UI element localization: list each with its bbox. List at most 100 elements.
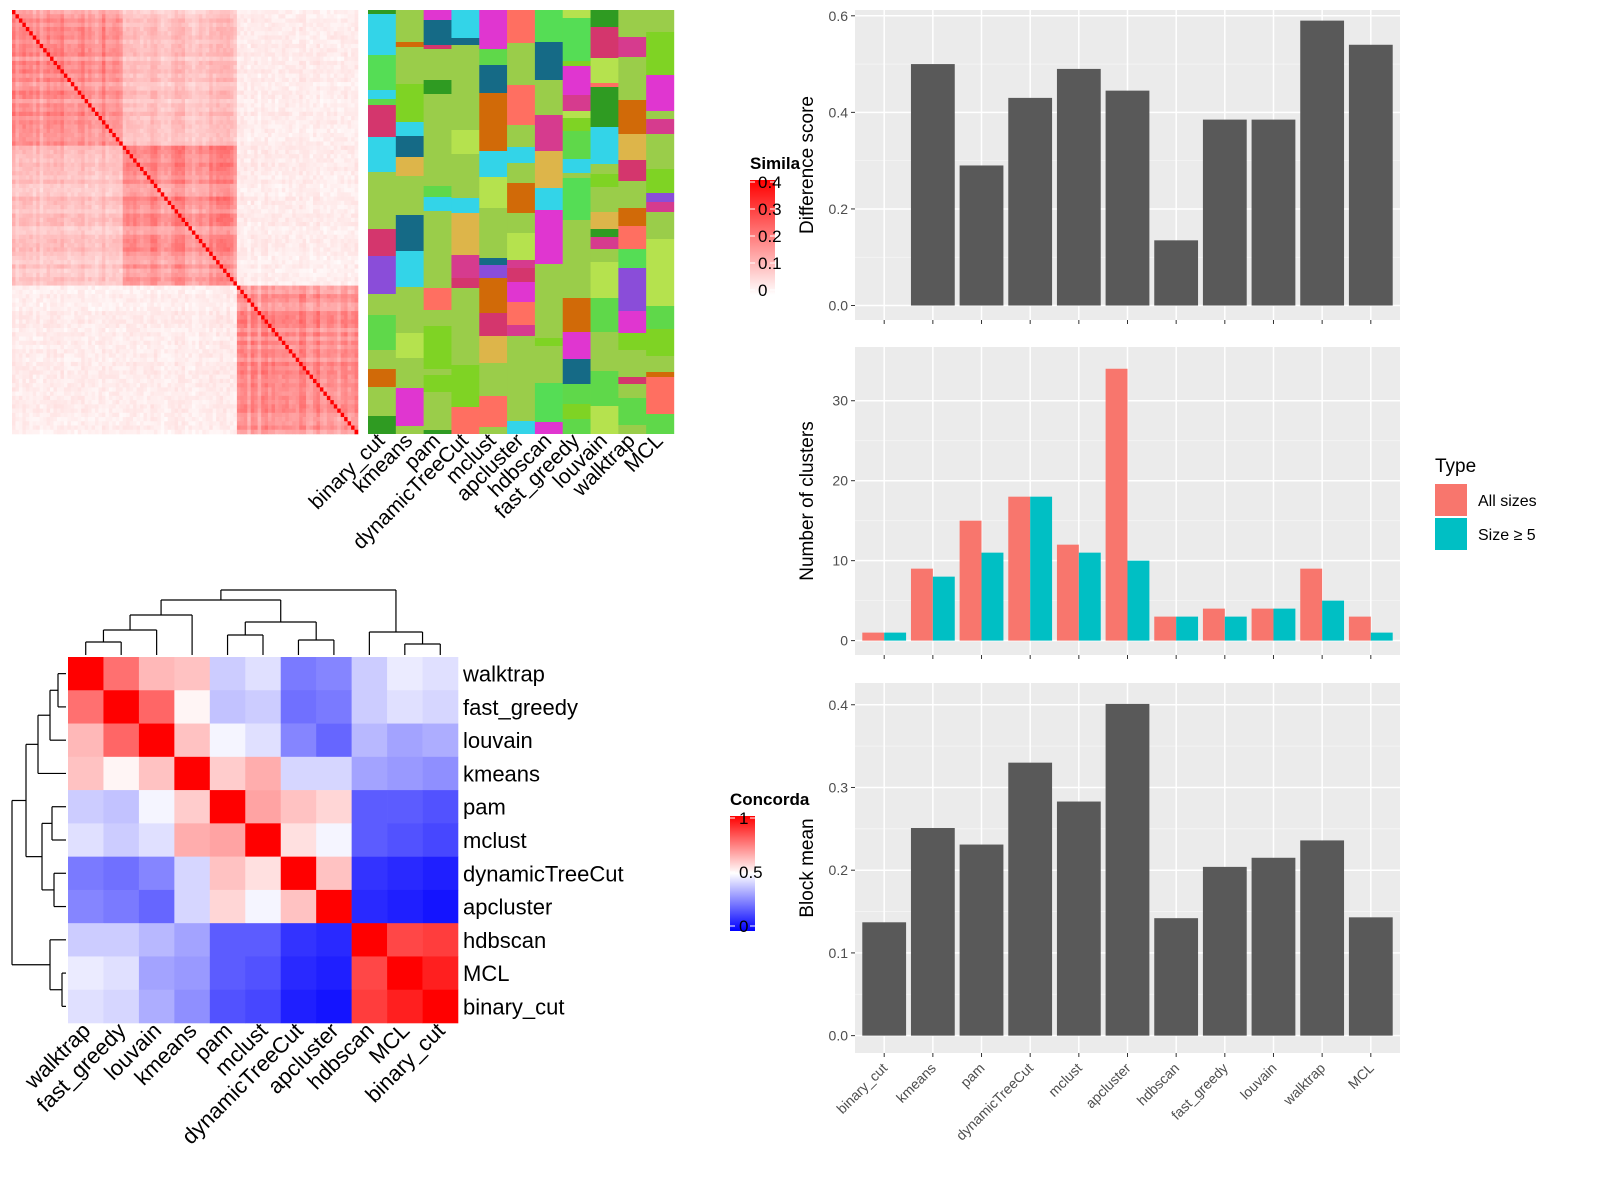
similarity-cell [140,35,144,40]
similarity-cell [351,31,355,36]
similarity-cell [337,48,341,53]
similarity-cell [268,188,272,193]
similarity-cell [101,99,106,104]
similarity-cell [202,137,207,142]
similarity-cell [181,179,186,185]
similarity-cell [333,128,338,134]
similarity-cell [108,120,113,125]
similarity-cell [84,65,89,70]
similarity-cell [15,43,20,49]
similarity-cell [236,90,241,96]
similarity-cell [122,200,127,206]
similarity-cell [333,196,338,202]
similarity-cell [223,171,227,176]
similarity-cell [50,86,54,91]
similarity-cell [178,188,182,193]
similarity-cell [56,179,61,185]
similarity-cell [319,213,324,219]
similarity-cell [323,103,328,108]
similarity-cell [281,43,286,49]
similarity-cell [143,137,148,142]
similarity-cell [77,69,82,74]
similarity-cell [209,14,213,19]
similarity-cell [347,31,352,36]
similarity-cell [326,26,331,32]
similarity-cell [323,60,328,66]
similarity-cell [254,60,258,66]
similarity-cell [254,111,258,117]
similarity-cell [271,116,276,121]
similarity-cell [340,65,345,70]
similarity-cell [188,48,193,53]
similarity-cell [95,99,99,104]
similarity-cell [340,31,345,36]
similarity-cell [70,90,75,96]
similarity-cell [108,22,113,28]
similarity-cell [105,200,110,206]
similarity-cell [160,132,165,138]
similarity-cell [112,99,117,104]
similarity-cell [18,56,23,62]
similarity-cell [264,124,269,130]
similarity-cell [195,188,200,193]
similarity-cell [278,166,283,172]
similarity-cell [195,77,200,83]
similarity-cell [340,56,345,62]
similarity-cell [223,22,227,28]
similarity-cell [74,137,79,142]
similarity-cell [153,141,158,146]
similarity-cell [209,183,213,189]
similarity-cell [46,175,51,180]
similarity-cell [119,103,124,108]
similarity-cell [209,154,213,159]
similarity-cell [91,162,96,168]
similarity-cell [313,82,317,87]
similarity-cell [126,82,130,87]
similarity-cell [202,107,207,113]
similarity-cell [340,82,345,87]
similarity-cell [295,10,300,15]
similarity-cell [143,213,148,219]
similarity-cell [309,132,314,138]
similarity-cell [302,128,307,134]
similarity-cell [143,69,148,74]
similarity-cell [209,149,213,155]
similarity-cell [181,103,186,108]
similarity-cell [63,103,68,108]
similarity-cell [171,90,175,96]
similarity-cell [333,48,338,53]
similarity-cell [229,137,234,142]
similarity-cell [198,48,203,53]
similarity-cell [306,90,310,96]
similarity-cell [18,124,23,130]
similarity-cell [226,103,231,108]
similarity-cell [46,82,51,87]
similarity-cell [271,82,276,87]
similarity-cell [129,217,134,223]
similarity-cell [202,162,207,168]
similarity-cell [112,132,117,138]
similarity-cell [60,69,65,74]
similarity-cell [209,132,213,138]
similarity-cell [105,35,110,40]
similarity-cell [319,14,324,19]
similarity-cell [295,124,300,130]
similarity-cell [313,31,317,36]
similarity-cell [167,52,172,57]
similarity-cell [15,26,20,32]
similarity-cell [299,200,303,206]
similarity-cell [67,128,72,134]
similarity-cell [216,111,220,117]
similarity-cell [53,116,58,121]
similarity-cell [333,200,338,206]
similarity-cell [306,35,310,40]
similarity-cell [254,82,258,87]
similarity-cell [330,179,335,185]
similarity-cell [25,175,30,180]
similarity-cell [219,188,224,193]
similarity-cell [143,209,148,214]
similarity-cell [316,154,321,159]
similarity-cell [219,137,224,142]
similarity-cell [191,200,196,206]
similarity-cell [50,120,54,125]
